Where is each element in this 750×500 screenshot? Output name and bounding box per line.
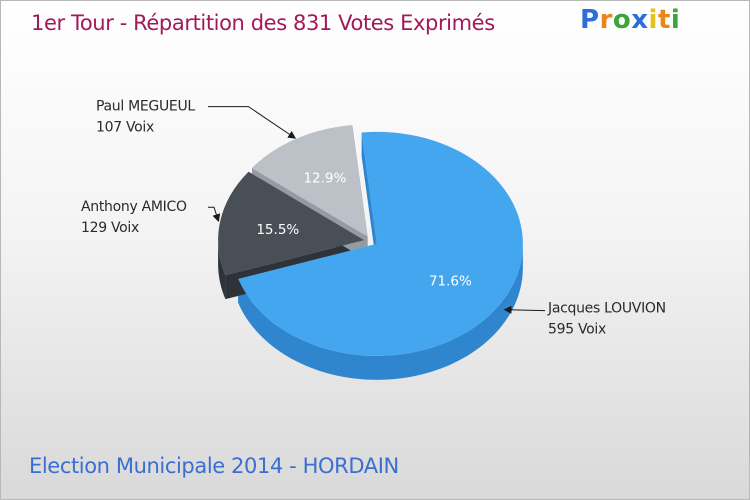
logo-letter: x <box>631 5 649 35</box>
pie-callouts: Jacques LOUVION 595 Voix Anthony AMICO 129 … <box>81 99 666 338</box>
logo-letter: r <box>599 5 613 35</box>
callout-votes: 595 Voix <box>548 322 606 338</box>
callout-candidate-name: Paul MEGUEUL <box>96 99 195 115</box>
logo-letter: P <box>580 5 600 35</box>
slice-percent-label: 15.5% <box>256 222 299 238</box>
pie-labels: 71.6% 15.5% 12.9% <box>256 171 472 290</box>
callout-candidate-name: Jacques LOUVION <box>547 301 666 317</box>
callout-votes: 107 Voix <box>96 120 154 136</box>
footer-title: Election Municipale 2014 - HORDAIN <box>29 454 399 478</box>
logo-letter: i <box>670 5 681 35</box>
pie-slice-side <box>218 240 226 300</box>
pie-tops <box>218 125 523 356</box>
chart-title: 1er Tour - Répartition des 831 Votes Exp… <box>31 11 495 35</box>
pie-slice <box>251 125 368 237</box>
proxiti-logo: Proxiti <box>580 5 680 35</box>
callout-votes: 129 Voix <box>81 220 139 236</box>
callout-candidate-name: Anthony AMICO <box>81 199 187 215</box>
pie-slice-side <box>238 243 523 380</box>
logo-letter: t <box>657 5 671 35</box>
callout-leader <box>208 106 297 139</box>
slice-percent-label: 71.6% <box>429 273 472 289</box>
pie-slice <box>238 131 523 356</box>
slice-percent-label: 12.9% <box>303 171 346 187</box>
callout-leader <box>503 305 546 314</box>
pie-slice-wall <box>361 132 377 268</box>
callout-leader <box>208 206 221 223</box>
logo-letter: i <box>648 5 658 35</box>
pie-slice <box>218 171 365 276</box>
logo-letter: o <box>612 5 632 35</box>
